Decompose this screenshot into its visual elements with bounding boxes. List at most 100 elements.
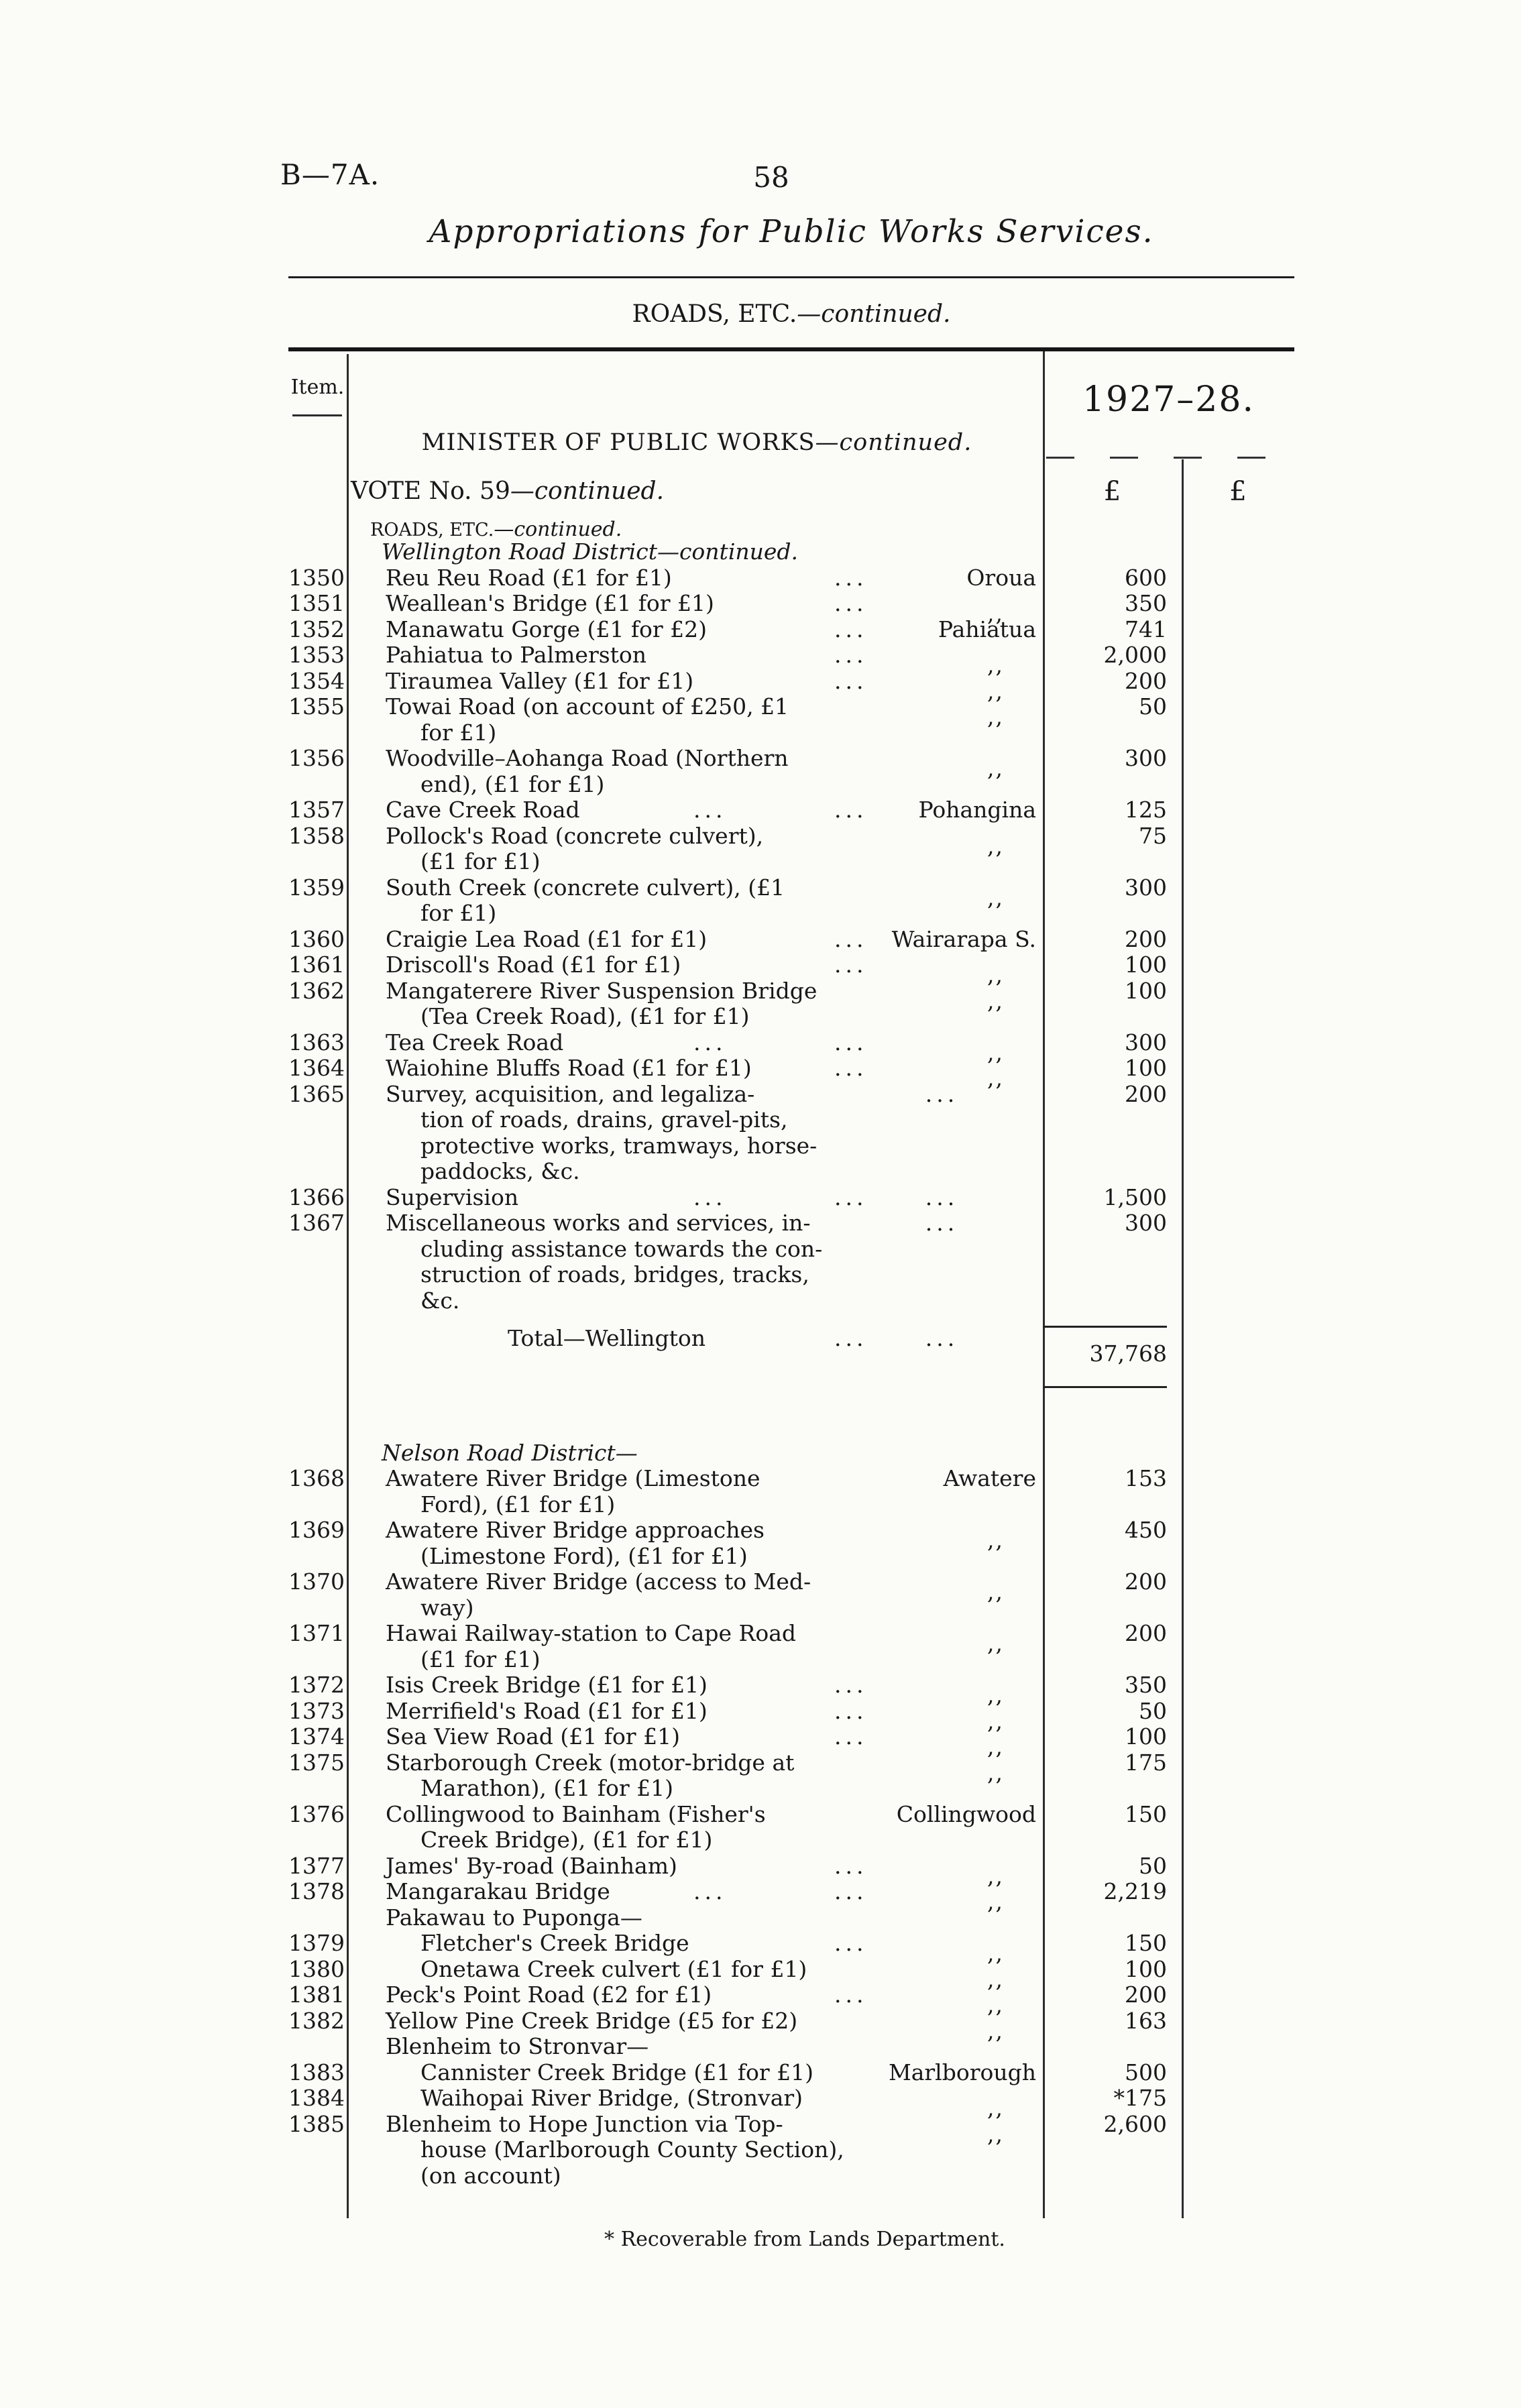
locality-ditto-mark: ,, bbox=[987, 1039, 1004, 1066]
table-row: 1382 Yellow Pine Creek Bridge (£5 for £2)… bbox=[288, 2008, 1294, 2043]
leader-dots: ... bbox=[834, 1672, 868, 1698]
work-description: Driscoll's Road (£1 for £1)... bbox=[351, 952, 865, 978]
work-description: Total—Wellington... bbox=[351, 1325, 865, 1352]
item-number: 1360 bbox=[288, 925, 345, 952]
vote-heading-continued: —continued. bbox=[510, 477, 665, 505]
work-description-text: Peck's Point Road (£2 for £1) bbox=[386, 1982, 712, 2008]
locality: Wairarapa S. bbox=[891, 925, 1036, 952]
item-number: 1369 bbox=[288, 1517, 345, 1543]
work-description-text: Pollock's Road (concrete culvert), (£1 f… bbox=[386, 822, 764, 874]
work-description-text: Sea View Road (£1 for £1) bbox=[386, 1723, 680, 1750]
table-row: 1365 Survey, acquisition, and legaliza- t… bbox=[288, 1080, 1294, 1185]
locality: Pohangina bbox=[918, 797, 1036, 823]
amount-1927-28: 741 bbox=[1125, 616, 1167, 642]
item-number: 1362 bbox=[288, 977, 345, 1004]
item-number: 1355 bbox=[288, 693, 345, 720]
work-description: Nelson Road District— bbox=[351, 1440, 865, 1467]
item-number: 1358 bbox=[288, 822, 345, 849]
table-row: 1352 Manawatu Gorge (£1 for £2)... Pahiatu… bbox=[288, 616, 1294, 643]
table-row: 1361 Driscoll's Road (£1 for £1)...,, 100 bbox=[288, 952, 1294, 987]
year-column-header: 1927–28. bbox=[1082, 380, 1255, 420]
amount-1927-28: 1,500 bbox=[1103, 1184, 1167, 1210]
table-row: 1368 Awatere River Bridge (Limestone Ford… bbox=[288, 1465, 1294, 1517]
work-description: Mangarakau Bridge...... bbox=[351, 1878, 865, 1905]
amount-1927-28: 50 bbox=[1139, 693, 1167, 720]
document-reference: B—7A. bbox=[280, 158, 380, 191]
table-row: 1378 Mangarakau Bridge......,, 2,219 bbox=[288, 1878, 1294, 1914]
item-number: 1372 bbox=[288, 1672, 345, 1698]
table-rows: Wellington Road District—continued. 1350 R… bbox=[288, 538, 1294, 2189]
section-heading: ROADS, ETC.—continued. bbox=[288, 300, 1294, 328]
work-description: Tiraumea Valley (£1 for £1)... bbox=[351, 668, 865, 695]
work-description: Sea View Road (£1 for £1)... bbox=[351, 1723, 868, 1750]
locality-ditto-mark: ,, bbox=[987, 2095, 1004, 2121]
district-heading: Nelson Road District— bbox=[382, 1439, 638, 1466]
locality-ditto-mark: ,, bbox=[987, 1682, 1004, 1708]
appropriations-table: Item. 1927–28. MINISTER OF PUBLIC WORKS—… bbox=[288, 347, 1294, 2223]
work-description: Awatere River Bridge (access to Med- way… bbox=[351, 1568, 865, 1621]
section-heading-roman: ROADS, ETC. bbox=[632, 300, 797, 328]
work-description: Cannister Creek Bridge (£1 for £1) bbox=[351, 2059, 865, 2086]
locality-ditto-mark: ,, bbox=[987, 1527, 1004, 1553]
amount-1927-28: 300 bbox=[1125, 1210, 1167, 1236]
item-number: 1364 bbox=[288, 1055, 345, 1081]
leader-dots: ... bbox=[834, 564, 868, 591]
item-number: 1384 bbox=[288, 2085, 345, 2111]
leader-dots: ... bbox=[834, 616, 868, 642]
leader-dots: ... bbox=[834, 1697, 868, 1724]
amount-1927-28: 200 bbox=[1125, 1080, 1167, 1107]
roads-subheading-roman: ROADS, ETC. bbox=[370, 520, 494, 540]
work-description: Pollock's Road (concrete culvert), (£1 f… bbox=[351, 823, 865, 875]
item-number: 1378 bbox=[288, 1878, 345, 1904]
footnote: * Recoverable from Lands Department. bbox=[604, 2228, 1005, 2251]
total-label: Total—Wellington bbox=[508, 1325, 706, 1351]
amount-1927-28: 200 bbox=[1125, 1620, 1167, 1646]
leader-dots: ... bbox=[693, 1029, 727, 1055]
table-row: 1360 Craigie Lea Road (£1 for £1)... Waira… bbox=[288, 925, 1294, 953]
table-row: 1375 Starborough Creek (motor-bridge at M… bbox=[288, 1750, 1294, 1802]
leader-dots: ... bbox=[834, 1055, 868, 1081]
amount-1927-28: 300 bbox=[1125, 874, 1167, 901]
amount-1927-28: 200 bbox=[1125, 1568, 1167, 1595]
locality-ditto-mark: ,, bbox=[987, 987, 1004, 1014]
table-row: 1369 Awatere River Bridge approaches (Lim… bbox=[288, 1517, 1294, 1569]
work-description-text: Mangarakau Bridge bbox=[386, 1878, 610, 1904]
amount-1927-28: 100 bbox=[1125, 1055, 1167, 1081]
district-heading-row: Wellington Road District—continued. bbox=[288, 538, 1294, 565]
currency-symbol-column-2: £ bbox=[1229, 476, 1247, 507]
amount-1927-28: 500 bbox=[1125, 2059, 1167, 2085]
locality-ditto-mark: ,, bbox=[987, 2017, 1004, 2044]
minister-heading: MINISTER OF PUBLIC WORKS—continued. bbox=[351, 429, 1043, 456]
amount-1927-28: 600 bbox=[1125, 564, 1167, 591]
locality-ditto-mark: ,, bbox=[987, 1707, 1004, 1734]
item-number: 1377 bbox=[288, 1852, 345, 1879]
vote-heading-roman: VOTE No. 59 bbox=[351, 477, 510, 505]
amount-1927-28: 450 bbox=[1125, 1517, 1167, 1543]
item-number: 1368 bbox=[288, 1465, 345, 1491]
leader-dots: ... bbox=[834, 1029, 868, 1055]
roads-subheading-continued: —continued. bbox=[494, 518, 622, 541]
amount-1927-28: 350 bbox=[1125, 1672, 1167, 1698]
table-row: 1351 Weallean's Bridge (£1 for £1)...,, 35… bbox=[288, 590, 1294, 626]
table-row: 1355 Towai Road (on account of £250, £1 f… bbox=[288, 693, 1294, 746]
locality-ditto-mark: ,, bbox=[987, 1965, 1004, 1992]
locality: Awatere bbox=[943, 1465, 1036, 1491]
work-description: Awatere River Bridge (Limestone Ford), (… bbox=[351, 1465, 865, 1517]
amount-1927-28: 150 bbox=[1125, 1800, 1167, 1827]
table-row: 1373 Merrifield's Road (£1 for £1)...,, 50 bbox=[288, 1697, 1294, 1733]
work-description: Cave Creek Road...... bbox=[351, 797, 865, 823]
vote-heading: VOTE No. 59—continued. bbox=[351, 477, 664, 505]
item-number: 1352 bbox=[288, 616, 345, 642]
locality: ... bbox=[925, 1080, 959, 1107]
leader-dots: ... bbox=[834, 1723, 868, 1750]
locality-ditto-mark: ,, bbox=[987, 703, 1004, 730]
leader-dots: ... bbox=[693, 1184, 727, 1210]
table-row: 1379 Fletcher's Creek Bridge...,, 150 bbox=[288, 1930, 1294, 1965]
work-description: Craigie Lea Road (£1 for £1)... bbox=[351, 926, 865, 953]
amount-1927-28: 50 bbox=[1139, 1852, 1167, 1879]
amount-column-border bbox=[1043, 351, 1045, 2218]
table-row: 1357 Cave Creek Road...... Pohangina 125 bbox=[288, 797, 1294, 823]
work-description: Towai Road (on account of £250, £1 for £… bbox=[351, 693, 865, 746]
item-number: 1380 bbox=[288, 1955, 345, 1982]
locality-ditto-mark: ,, bbox=[987, 2120, 1004, 2147]
